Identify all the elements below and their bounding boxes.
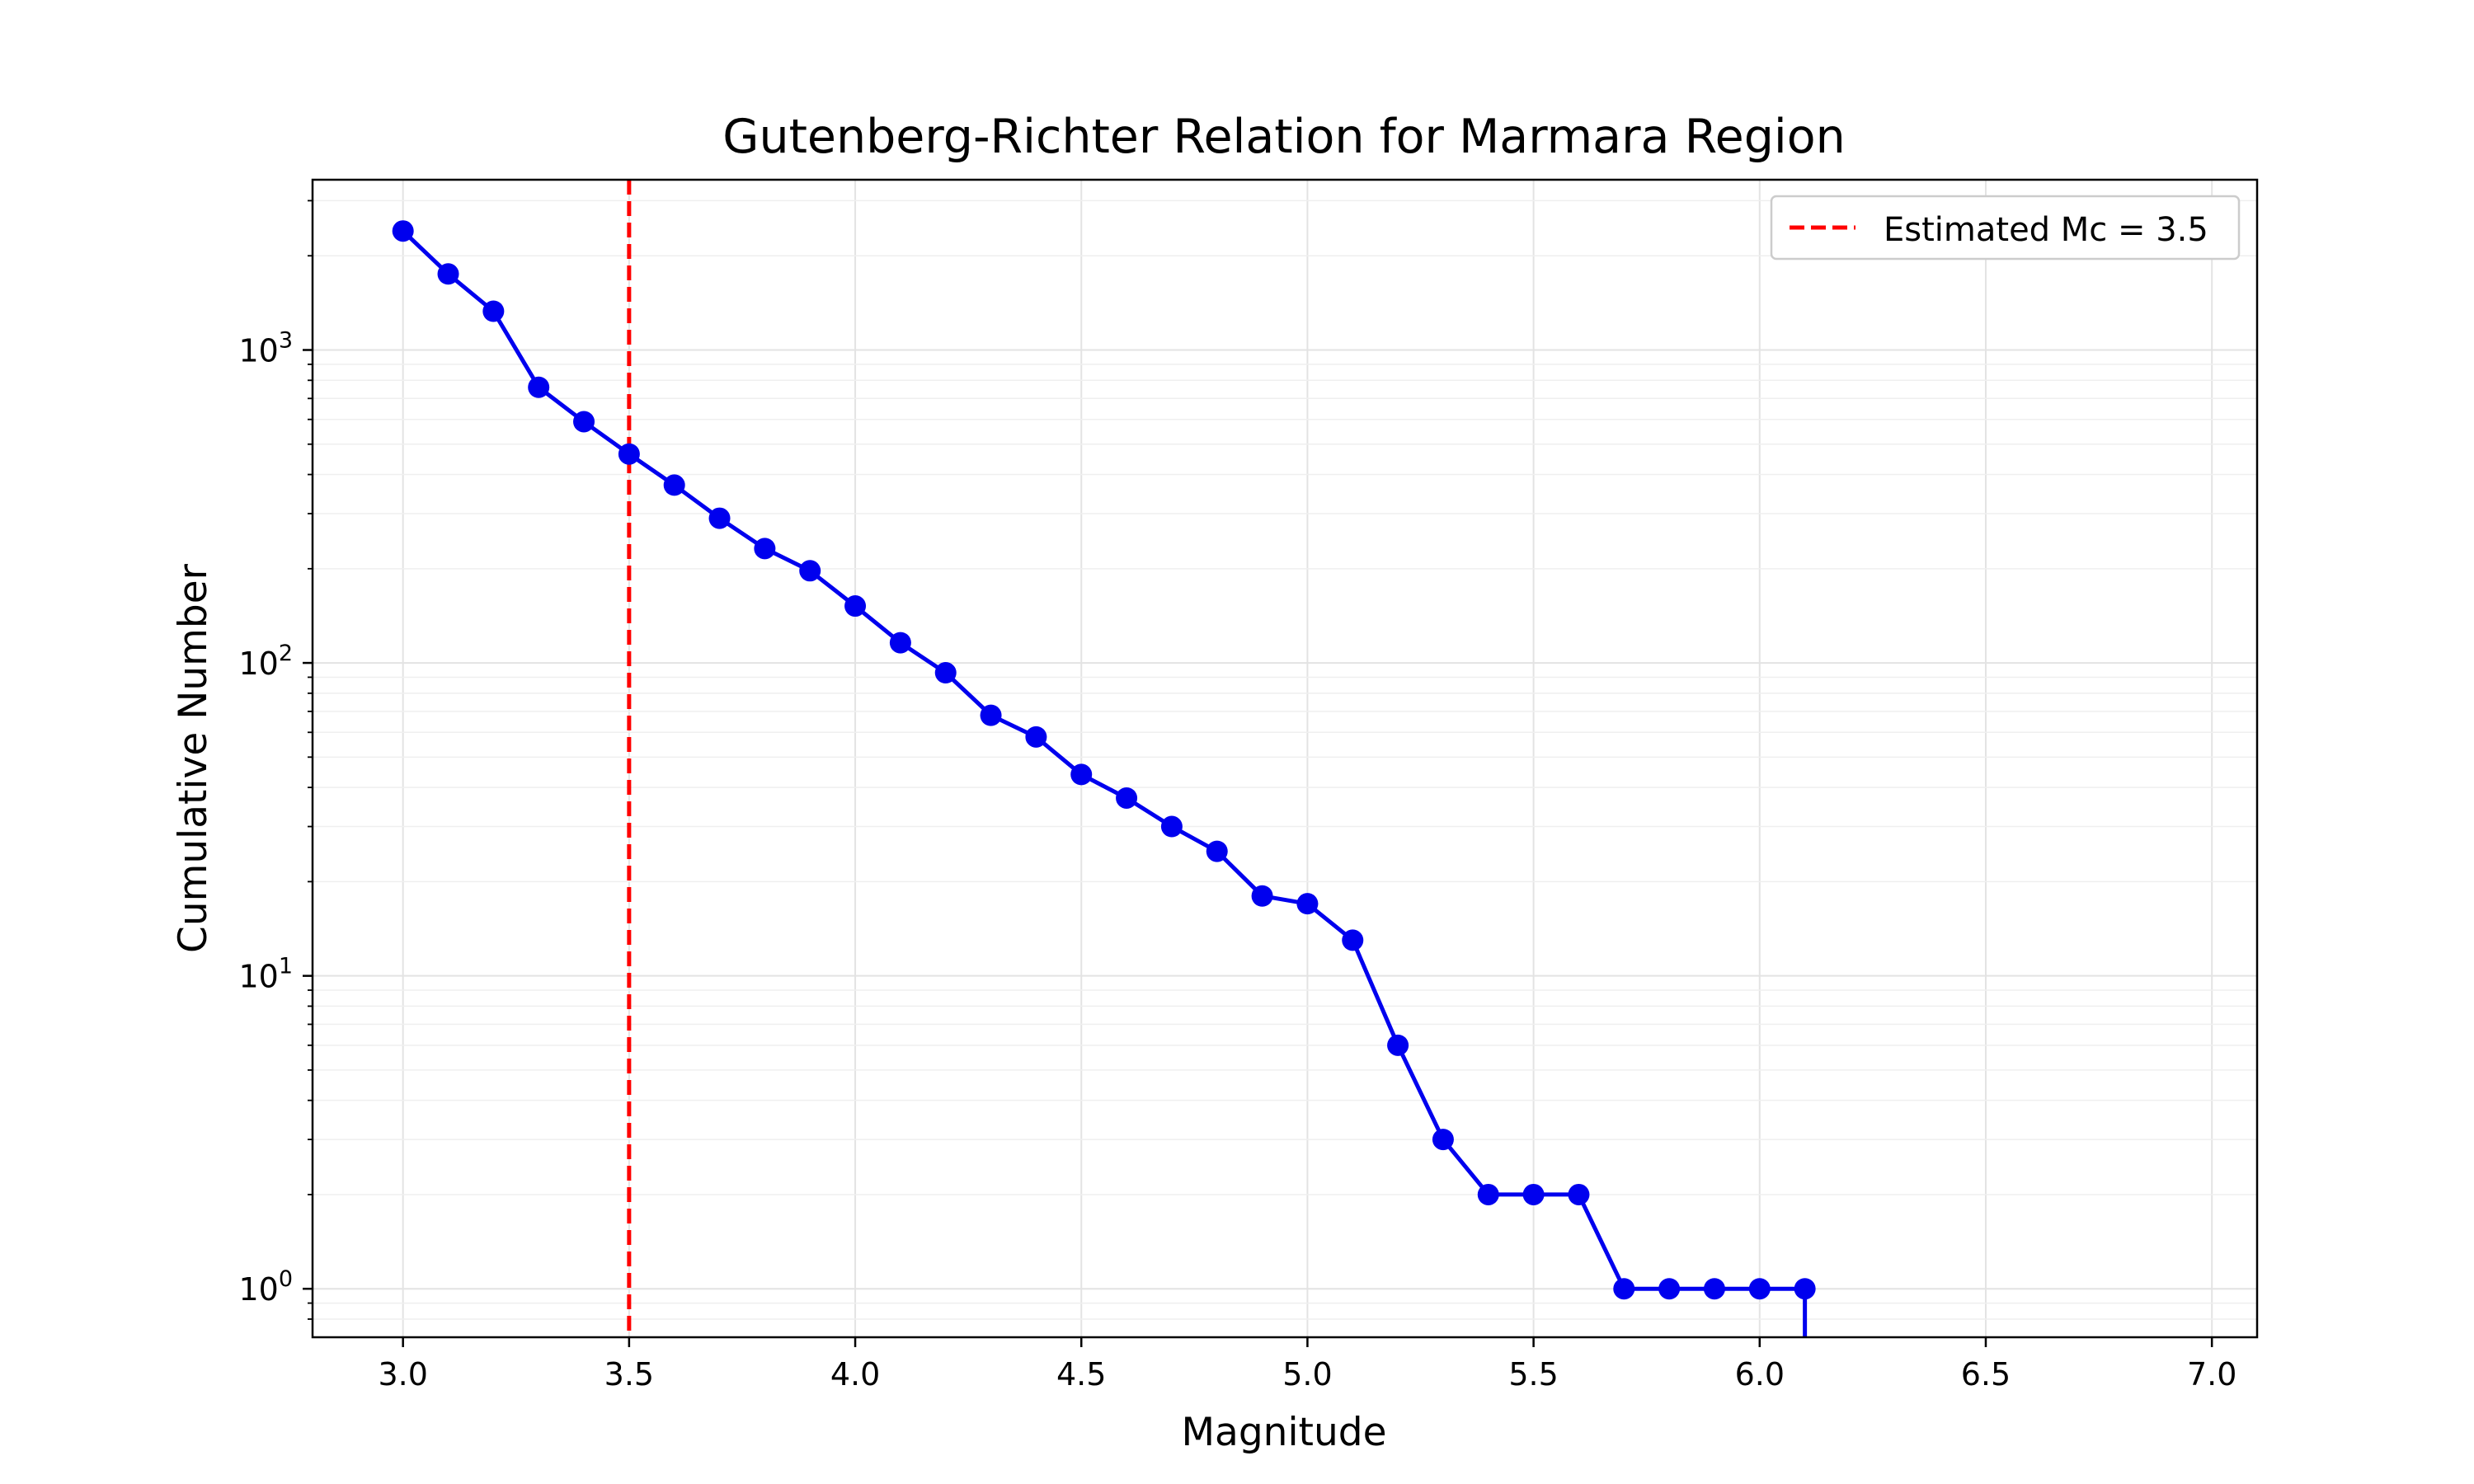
data-point — [663, 474, 685, 496]
series-line — [401, 229, 1805, 1291]
x-tick-label: 5.0 — [1282, 1356, 1332, 1392]
data-point — [1748, 1278, 1771, 1300]
y-tick-label: 100 — [238, 1266, 293, 1308]
data-point — [1794, 1278, 1816, 1300]
data-point — [1070, 763, 1093, 786]
data-point — [1116, 787, 1138, 809]
data-point — [1477, 1183, 1499, 1205]
y-tick-label-exponent: 3 — [279, 328, 293, 354]
data-point — [1342, 929, 1364, 951]
data-point — [708, 507, 731, 529]
x-tick-label: 7.0 — [2187, 1356, 2236, 1392]
y-tick-label-exponent: 2 — [279, 641, 293, 666]
x-tick-label: 5.5 — [1508, 1356, 1558, 1392]
chart-title: Gutenberg-Richter Relation for Marmara R… — [722, 110, 1845, 164]
data-point — [754, 538, 776, 560]
x-axis-label: Magnitude — [1182, 1410, 1387, 1455]
x-axis-ticks: 3.0 3.5 4.0 4.5 5.0 5.5 6.0 6.5 7.0 — [378, 1337, 2236, 1392]
data-point — [482, 300, 505, 322]
y-tick-label-base: 10 — [238, 333, 278, 369]
x-tick-label: 3.5 — [604, 1356, 654, 1392]
y-tick-label: 102 — [238, 641, 293, 682]
legend-box — [1770, 195, 2241, 261]
x-tick-label: 3.0 — [378, 1356, 427, 1392]
data-point — [934, 662, 957, 684]
y-tick-label-exponent: 1 — [279, 954, 293, 979]
legend-label: Estimated Mc = 3.5 — [1884, 211, 2208, 249]
data-point — [573, 411, 595, 433]
data-point — [1025, 726, 1047, 748]
grid-lines — [313, 180, 2257, 1337]
data-point — [1206, 840, 1228, 862]
legend: Estimated Mc = 3.5 — [1770, 195, 2241, 261]
y-tick-label: 101 — [238, 954, 293, 995]
data-point — [1160, 815, 1183, 838]
data-point — [799, 560, 821, 582]
x-tick-label: 4.5 — [1056, 1356, 1106, 1392]
y-axis-label: Cumulative Number — [171, 563, 216, 953]
y-tick-label-base: 10 — [238, 646, 278, 682]
data-point — [1703, 1278, 1725, 1300]
data-point — [1613, 1278, 1635, 1300]
y-tick-label: 103 — [238, 328, 293, 369]
data-point — [980, 704, 1002, 726]
data-point — [1296, 893, 1319, 915]
plot-area — [392, 180, 1816, 1337]
data-point — [1658, 1278, 1681, 1300]
data-point — [1387, 1034, 1409, 1056]
x-tick-label: 6.5 — [1961, 1356, 2011, 1392]
y-tick-label-base: 10 — [238, 1271, 278, 1308]
data-point — [889, 632, 911, 654]
data-point — [437, 263, 459, 285]
data-point — [528, 376, 550, 398]
x-tick-label: 4.0 — [830, 1356, 880, 1392]
axes-frame — [311, 178, 2259, 1339]
x-tick-label: 6.0 — [1735, 1356, 1785, 1392]
y-tick-label-base: 10 — [238, 959, 278, 995]
data-point — [1432, 1129, 1454, 1151]
data-point — [1251, 885, 1273, 907]
data-point — [1568, 1183, 1590, 1205]
data-point — [618, 443, 640, 465]
y-tick-label-exponent: 0 — [279, 1266, 293, 1292]
data-point — [844, 595, 867, 618]
data-point — [392, 220, 414, 242]
data-point — [1522, 1183, 1545, 1205]
